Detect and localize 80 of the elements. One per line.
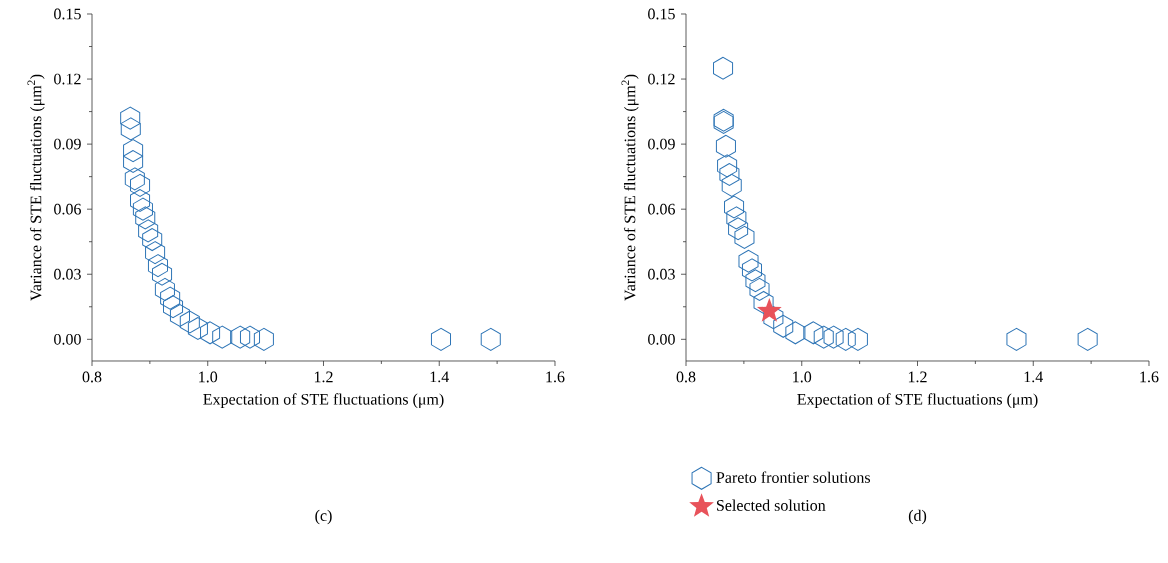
point bbox=[169, 303, 190, 327]
point bbox=[239, 325, 261, 349]
point bbox=[212, 325, 233, 349]
x-tick-label: 0.8 bbox=[82, 371, 102, 383]
x-tick-label: 1.6 bbox=[546, 371, 565, 383]
point bbox=[123, 149, 144, 173]
y-tick-label: 0.03 bbox=[54, 268, 81, 280]
legend-label: Selected solution bbox=[717, 499, 826, 511]
point bbox=[813, 325, 834, 349]
x-tick-label: 1.4 bbox=[430, 371, 449, 383]
point bbox=[734, 225, 755, 249]
point bbox=[724, 195, 745, 219]
point bbox=[721, 173, 742, 197]
point bbox=[1006, 327, 1027, 351]
x-tick-label: 1.2 bbox=[908, 371, 927, 383]
point bbox=[728, 217, 749, 241]
y-tick-label: 0.09 bbox=[648, 138, 675, 150]
x-tick-label: 1.4 bbox=[1024, 371, 1043, 383]
x-tick-label: 1.2 bbox=[314, 371, 333, 383]
y-tick-label: 0.03 bbox=[648, 268, 675, 280]
point bbox=[152, 262, 173, 286]
point bbox=[480, 327, 501, 351]
y-tick-label: 0.00 bbox=[648, 333, 675, 345]
point bbox=[713, 56, 734, 80]
point bbox=[835, 327, 856, 351]
point bbox=[147, 254, 169, 278]
point bbox=[738, 249, 759, 273]
x-tick-label: 0.8 bbox=[676, 371, 696, 383]
point bbox=[200, 321, 221, 345]
point bbox=[123, 139, 144, 163]
y-tick-label: 0.00 bbox=[54, 333, 81, 345]
point bbox=[135, 206, 156, 230]
point bbox=[138, 219, 159, 243]
y-tick-label: 0.12 bbox=[54, 73, 81, 85]
y-axis-title: Variance of STE fluctuations (μm$^{2}$) bbox=[621, 74, 639, 301]
y-tick-label: 0.09 bbox=[54, 138, 81, 150]
point bbox=[1077, 327, 1098, 351]
point bbox=[726, 206, 747, 230]
y-tick-label: 0.06 bbox=[648, 203, 675, 215]
point bbox=[179, 310, 200, 334]
point bbox=[142, 228, 163, 252]
point bbox=[847, 327, 868, 351]
point bbox=[785, 321, 806, 345]
point bbox=[741, 258, 763, 282]
point bbox=[120, 117, 141, 141]
point bbox=[124, 167, 145, 191]
y-tick-label: 0.15 bbox=[648, 8, 675, 20]
point bbox=[130, 173, 151, 197]
point bbox=[773, 314, 794, 338]
point bbox=[823, 325, 844, 349]
x-axis-title: Expectation of STE fluctuations (μm) bbox=[797, 393, 1038, 408]
point bbox=[132, 197, 153, 221]
x-tick-label: 1.0 bbox=[793, 371, 812, 383]
point bbox=[145, 241, 166, 265]
x-tick-label: 1.6 bbox=[1140, 371, 1159, 383]
point bbox=[130, 189, 151, 213]
point bbox=[253, 327, 274, 351]
text: (c) bbox=[315, 509, 332, 525]
y-tick-label: 0.15 bbox=[54, 8, 81, 20]
text: (d) bbox=[908, 509, 927, 525]
point bbox=[160, 286, 181, 310]
point bbox=[717, 154, 738, 178]
point bbox=[715, 134, 736, 158]
point bbox=[749, 277, 770, 301]
point bbox=[187, 316, 208, 340]
point bbox=[803, 321, 824, 345]
point bbox=[120, 106, 141, 130]
y-axis-title: Variance of STE fluctuations (μm$^{2}$) bbox=[27, 74, 45, 301]
point bbox=[154, 277, 175, 301]
x-tick-label: 1.0 bbox=[199, 371, 218, 383]
y-tick-label: 0.06 bbox=[54, 203, 81, 215]
point bbox=[163, 295, 184, 319]
point bbox=[745, 269, 766, 293]
point bbox=[756, 298, 782, 322]
point bbox=[719, 162, 740, 186]
legend-label: Pareto frontier solutions bbox=[716, 471, 871, 483]
y-tick-label: 0.12 bbox=[648, 73, 675, 85]
x-axis-title: Expectation of STE fluctuations (μm) bbox=[203, 393, 444, 408]
point bbox=[430, 327, 452, 351]
point bbox=[230, 325, 251, 349]
